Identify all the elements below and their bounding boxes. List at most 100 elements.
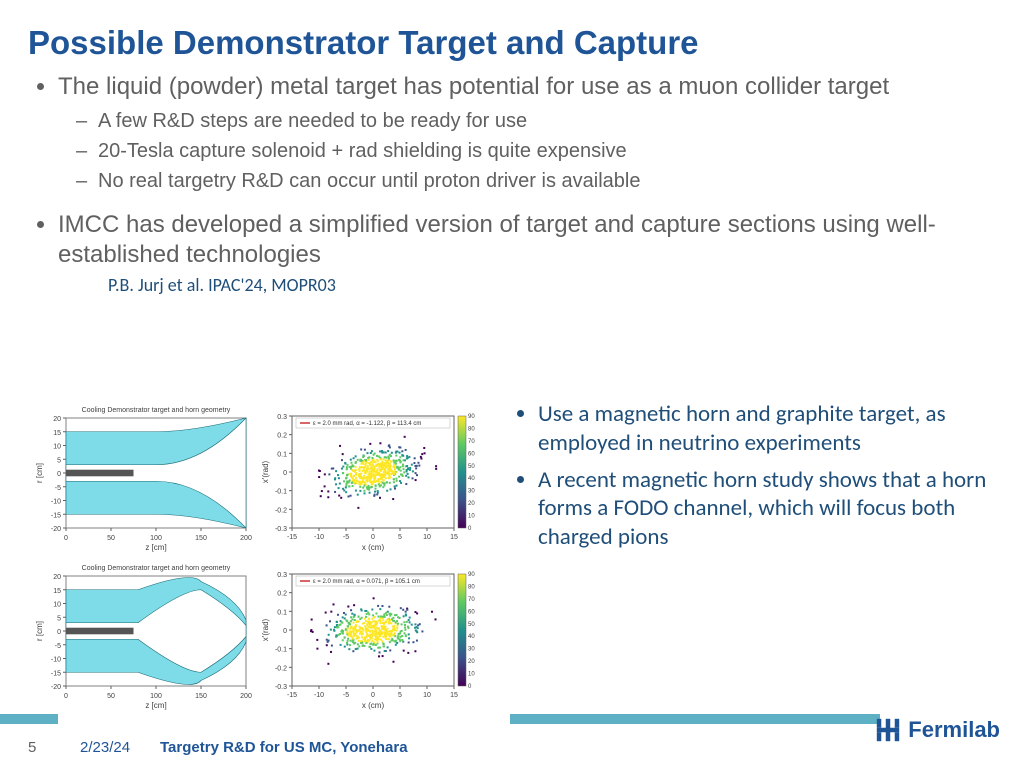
svg-text:20: 20: [468, 659, 475, 665]
fermilab-logo-icon: [874, 716, 902, 744]
svg-text:200: 200: [240, 535, 252, 542]
svg-text:-0.2: -0.2: [275, 665, 287, 672]
svg-text:200: 200: [240, 693, 252, 700]
svg-text:90: 90: [468, 414, 475, 420]
bullet-1: The liquid (powder) metal target has pot…: [58, 72, 996, 204]
svg-text:5: 5: [57, 457, 61, 464]
svg-text:20: 20: [468, 501, 475, 507]
svg-text:100: 100: [150, 535, 162, 542]
svg-text:z [cm]: z [cm]: [145, 701, 166, 710]
svg-text:0: 0: [283, 628, 287, 635]
svg-text:-10: -10: [314, 534, 324, 541]
svg-text:-0.3: -0.3: [275, 526, 287, 533]
figure-panel: Cooling Demonstrator target and horn geo…: [32, 402, 492, 718]
sub-bullet: No real targetry R&D can occur until pro…: [98, 168, 996, 194]
figure-row-1: Cooling Demonstrator target and horn geo…: [32, 402, 492, 552]
svg-text:100: 100: [150, 693, 162, 700]
bullet-2-text: IMCC has developed a simplified version …: [58, 211, 936, 268]
svg-text:0: 0: [371, 692, 375, 699]
svg-text:-0.3: -0.3: [275, 684, 287, 691]
svg-text:80: 80: [468, 426, 475, 432]
svg-text:10: 10: [53, 602, 61, 609]
sub-bullet: 20-Tesla capture solenoid + rad shieldin…: [98, 138, 996, 164]
logo-text: Fermilab: [908, 717, 1000, 743]
sub-bullet: A few R&D steps are needed to be ready f…: [98, 108, 996, 134]
footer-title: Targetry R&D for US MC, Yonehara: [160, 739, 408, 756]
bullet-1-text: The liquid (powder) metal target has pot…: [58, 73, 889, 100]
svg-text:r [cm]: r [cm]: [35, 621, 44, 641]
svg-text:0.2: 0.2: [277, 591, 287, 598]
svg-text:15: 15: [450, 534, 458, 541]
svg-text:ε = 2.0 mm rad, α = -1.122, β: ε = 2.0 mm rad, α = -1.122, β = 113.4 cm: [313, 421, 421, 427]
svg-text:150: 150: [195, 693, 207, 700]
citation: P.B. Jurj et al. IPAC'24, MOPR03: [0, 274, 1024, 296]
footer: 5 2/23/24 Targetry R&D for US MC, Yoneha…: [0, 720, 1024, 768]
svg-text:60: 60: [468, 609, 475, 615]
fermilab-logo: Fermilab: [874, 716, 1000, 744]
svg-text:-15: -15: [51, 512, 61, 519]
svg-text:30: 30: [468, 489, 475, 495]
slide-title: Possible Demonstrator Target and Capture: [0, 0, 1024, 72]
svg-text:Cooling Demonstrator target an: Cooling Demonstrator target and horn geo…: [82, 565, 231, 572]
svg-text:0: 0: [468, 526, 472, 532]
svg-text:20: 20: [53, 574, 61, 581]
sub-bullets-1: A few R&D steps are needed to be ready f…: [58, 102, 996, 204]
svg-text:5: 5: [398, 692, 402, 699]
svg-text:15: 15: [53, 588, 61, 595]
footer-stripe-left: [0, 714, 58, 724]
svg-text:0.3: 0.3: [277, 572, 287, 579]
svg-text:0.1: 0.1: [277, 609, 287, 616]
svg-text:5: 5: [398, 534, 402, 541]
svg-text:80: 80: [468, 584, 475, 590]
svg-text:10: 10: [53, 444, 61, 451]
svg-text:40: 40: [468, 476, 475, 482]
svg-text:x'(rad): x'(rad): [261, 618, 270, 641]
right-bullet: Use a magnetic horn and graphite target,…: [538, 400, 1000, 458]
svg-text:x (cm): x (cm): [362, 701, 385, 710]
svg-text:10: 10: [423, 692, 431, 699]
svg-text:15: 15: [450, 692, 458, 699]
svg-text:-15: -15: [51, 670, 61, 677]
svg-text:-5: -5: [55, 485, 61, 492]
svg-text:Cooling Demonstrator target an: Cooling Demonstrator target and horn geo…: [82, 407, 231, 414]
bullet-2: IMCC has developed a simplified version …: [58, 210, 996, 270]
svg-text:-20: -20: [51, 684, 61, 691]
svg-text:10: 10: [423, 534, 431, 541]
svg-text:50: 50: [468, 622, 475, 628]
svg-text:10: 10: [468, 514, 475, 520]
page-number: 5: [28, 739, 36, 756]
svg-text:0: 0: [468, 684, 472, 690]
svg-text:-0.1: -0.1: [275, 647, 287, 654]
svg-text:z [cm]: z [cm]: [145, 543, 166, 552]
svg-text:-0.2: -0.2: [275, 507, 287, 514]
svg-text:-5: -5: [343, 692, 349, 699]
svg-text:r [cm]: r [cm]: [35, 463, 44, 483]
footer-stripe-right: [510, 714, 880, 724]
svg-text:70: 70: [468, 597, 475, 603]
svg-text:x (cm): x (cm): [362, 543, 385, 552]
svg-text:0.3: 0.3: [277, 414, 287, 421]
svg-text:0: 0: [57, 629, 61, 636]
svg-text:70: 70: [468, 439, 475, 445]
svg-text:30: 30: [468, 647, 475, 653]
svg-text:0: 0: [57, 471, 61, 478]
svg-text:50: 50: [107, 535, 115, 542]
phase-space-plot-1: -15-10-5051015-0.3-0.2-0.100.10.20.3x (c…: [258, 402, 478, 552]
svg-text:5: 5: [57, 615, 61, 622]
svg-text:x'(rad): x'(rad): [261, 460, 270, 483]
svg-text:50: 50: [107, 693, 115, 700]
svg-text:-0.1: -0.1: [275, 489, 287, 496]
svg-text:0.2: 0.2: [277, 433, 287, 440]
svg-text:-5: -5: [55, 643, 61, 650]
svg-text:90: 90: [468, 572, 475, 578]
right-bullet-list: Use a magnetic horn and graphite target,…: [510, 400, 1000, 560]
footer-date: 2/23/24: [80, 739, 130, 756]
right-bullet: A recent magnetic horn study shows that …: [538, 466, 1000, 552]
geometry-plot-2: Cooling Demonstrator target and horn geo…: [32, 560, 252, 710]
svg-text:10: 10: [468, 672, 475, 678]
svg-text:15: 15: [53, 430, 61, 437]
svg-text:-10: -10: [51, 499, 61, 506]
svg-text:0: 0: [64, 535, 68, 542]
svg-text:20: 20: [53, 416, 61, 423]
svg-text:0.1: 0.1: [277, 451, 287, 458]
